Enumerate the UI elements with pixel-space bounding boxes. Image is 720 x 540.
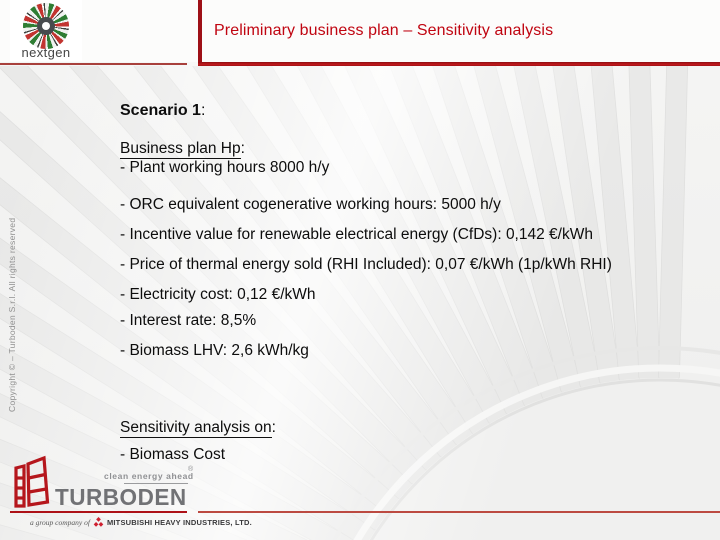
bullet-biomass-cost: - Biomass Cost: [120, 446, 226, 463]
registered-mark: ®: [188, 466, 194, 473]
scenario-heading: Scenario 1:: [120, 101, 205, 120]
sensitivity-heading: Sensitivity analysis on:: [120, 418, 276, 438]
bullet-plant-working-hours: - Plant working hours 8000 h/y: [120, 159, 330, 176]
copyright-notice: Copyright © – Turboden S.r.l. All rights…: [7, 217, 17, 412]
business-plan-heading-text: Business plan Hp: [120, 140, 241, 159]
footer-rule: [198, 511, 720, 513]
header-left-rule: [0, 62, 187, 65]
scenario-label: Scenario 1: [120, 102, 201, 119]
mitsubishi-name: MITSUBISHI HEAVY INDUSTRIES, LTD.: [106, 517, 252, 527]
business-plan-colon: :: [240, 140, 245, 157]
nextgen-hub-hole: [42, 22, 50, 30]
group-company-note: a group company of: [30, 517, 90, 527]
scenario-colon: :: [200, 102, 206, 119]
turboden-icon: [14, 455, 50, 508]
title-box-bottom-border: [198, 62, 720, 66]
bullet-interest-rate: - Interest rate: 8,5%: [120, 312, 257, 329]
bullet-electricity-cost: - Electricity cost: 0,12 €/kWh: [120, 286, 316, 303]
bullet-orc-cogenerative-hours: - ORC equivalent cogenerative working ho…: [120, 196, 501, 213]
nextgen-wordmark: nextgen: [21, 45, 71, 60]
title-box-left-border: [198, 0, 202, 66]
turboden-tagline: clean energy ahead: [104, 471, 194, 481]
nextgen-logo: nextgen: [10, 0, 82, 61]
bullet-incentive-value: - Incentive value for renewable electric…: [120, 226, 593, 243]
mitsubishi-group-line: a group company of MITSUBISHI HEAVY INDU…: [30, 517, 252, 527]
slide-title: Preliminary business plan – Sensitivity …: [214, 22, 554, 39]
bullet-biomass-lhv: - Biomass LHV: 2,6 kWh/kg: [120, 342, 309, 359]
turboden-underline: [10, 510, 187, 514]
sensitivity-heading-text: Sensitivity analysis on: [120, 419, 272, 438]
turbine-blade: [658, 66, 696, 381]
mitsubishi-diamonds-icon: [93, 517, 104, 527]
business-plan-heading: Business plan Hp:: [120, 139, 245, 159]
turbine-background-image: [0, 66, 720, 540]
turboden-wordmark: TURBODEN: [55, 484, 187, 510]
sensitivity-colon: :: [271, 419, 276, 436]
bullet-thermal-energy-price: - Price of thermal energy sold (RHI Incl…: [120, 256, 612, 273]
